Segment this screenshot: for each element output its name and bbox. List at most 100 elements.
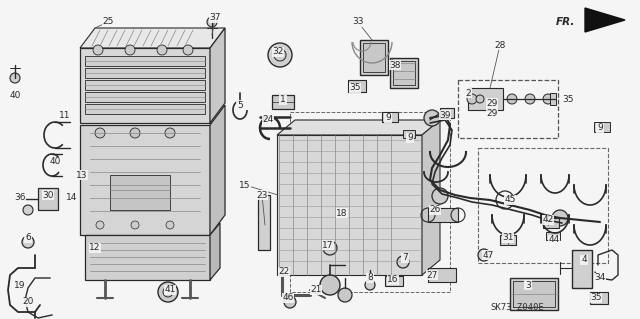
- Bar: [348, 80, 366, 92]
- Text: 13: 13: [76, 170, 88, 180]
- Text: 22: 22: [278, 268, 290, 277]
- Text: 9: 9: [597, 123, 603, 132]
- Circle shape: [284, 296, 296, 308]
- Bar: [594, 122, 610, 132]
- Circle shape: [130, 128, 140, 138]
- Polygon shape: [422, 120, 440, 275]
- Text: SK73-Z040E: SK73-Z040E: [490, 303, 544, 312]
- Text: 35: 35: [349, 84, 361, 93]
- Polygon shape: [80, 48, 210, 123]
- Circle shape: [207, 17, 217, 27]
- Circle shape: [552, 210, 568, 226]
- Text: 46: 46: [282, 293, 294, 302]
- Bar: [110, 175, 170, 210]
- Circle shape: [476, 95, 484, 103]
- Text: 11: 11: [60, 110, 71, 120]
- Circle shape: [93, 45, 103, 55]
- Circle shape: [478, 249, 490, 261]
- Text: 2: 2: [465, 88, 471, 98]
- Circle shape: [158, 282, 178, 302]
- Text: 19: 19: [14, 280, 26, 290]
- Bar: [428, 208, 458, 222]
- Text: 9: 9: [385, 114, 391, 122]
- Polygon shape: [85, 235, 210, 280]
- Text: 25: 25: [102, 18, 114, 26]
- Bar: [468, 88, 503, 110]
- Circle shape: [397, 256, 409, 268]
- Circle shape: [125, 45, 135, 55]
- Polygon shape: [277, 120, 440, 135]
- Circle shape: [338, 288, 352, 302]
- Circle shape: [365, 280, 375, 290]
- Text: 21: 21: [310, 286, 322, 294]
- Bar: [38, 188, 58, 210]
- Bar: [360, 40, 388, 75]
- Circle shape: [166, 221, 174, 229]
- Bar: [458, 80, 558, 138]
- Circle shape: [543, 94, 553, 104]
- Text: 39: 39: [439, 110, 451, 120]
- Circle shape: [23, 205, 33, 215]
- Circle shape: [507, 94, 517, 104]
- Text: 14: 14: [67, 194, 77, 203]
- Bar: [590, 292, 608, 304]
- Text: 28: 28: [494, 41, 506, 49]
- Bar: [393, 61, 415, 85]
- Text: 44: 44: [548, 235, 559, 244]
- Polygon shape: [210, 105, 225, 235]
- Text: 47: 47: [483, 250, 493, 259]
- Bar: [440, 108, 454, 118]
- Text: 27: 27: [426, 271, 438, 279]
- Circle shape: [183, 45, 193, 55]
- Circle shape: [96, 221, 104, 229]
- Polygon shape: [210, 28, 225, 123]
- Bar: [510, 278, 558, 310]
- Text: 6: 6: [25, 234, 31, 242]
- Circle shape: [22, 236, 34, 248]
- Circle shape: [268, 43, 292, 67]
- Text: FR.: FR.: [556, 17, 575, 27]
- Polygon shape: [85, 56, 205, 66]
- Bar: [478, 148, 608, 263]
- Bar: [390, 58, 418, 88]
- Bar: [403, 130, 415, 138]
- Bar: [258, 195, 270, 250]
- Circle shape: [165, 128, 175, 138]
- Text: 34: 34: [595, 273, 605, 283]
- Text: 1: 1: [280, 95, 286, 105]
- Bar: [500, 235, 516, 245]
- Text: 9: 9: [407, 133, 413, 143]
- Circle shape: [10, 73, 20, 83]
- Text: 26: 26: [429, 205, 441, 214]
- Circle shape: [323, 241, 337, 255]
- Text: 15: 15: [239, 181, 251, 189]
- Polygon shape: [80, 28, 225, 48]
- Text: 38: 38: [389, 61, 401, 70]
- Bar: [543, 218, 559, 228]
- Text: 17: 17: [323, 241, 333, 249]
- Polygon shape: [85, 68, 205, 78]
- Text: 24: 24: [262, 115, 274, 124]
- Circle shape: [467, 94, 477, 104]
- Polygon shape: [85, 92, 205, 102]
- Text: 40: 40: [10, 91, 20, 100]
- Text: 35: 35: [563, 95, 573, 105]
- Text: 3: 3: [525, 280, 531, 290]
- Polygon shape: [210, 223, 220, 280]
- Text: 45: 45: [504, 196, 516, 204]
- Text: 7: 7: [402, 254, 408, 263]
- Polygon shape: [277, 135, 422, 275]
- Bar: [363, 43, 385, 72]
- Text: 29: 29: [486, 99, 498, 108]
- Bar: [290, 112, 450, 292]
- Text: 30: 30: [42, 190, 54, 199]
- Circle shape: [525, 94, 535, 104]
- Text: 4: 4: [581, 256, 587, 264]
- Text: 35: 35: [590, 293, 602, 302]
- Circle shape: [424, 110, 440, 126]
- Circle shape: [432, 188, 448, 204]
- Text: 12: 12: [90, 243, 100, 253]
- Polygon shape: [85, 80, 205, 90]
- Bar: [546, 232, 560, 240]
- Text: 33: 33: [352, 18, 364, 26]
